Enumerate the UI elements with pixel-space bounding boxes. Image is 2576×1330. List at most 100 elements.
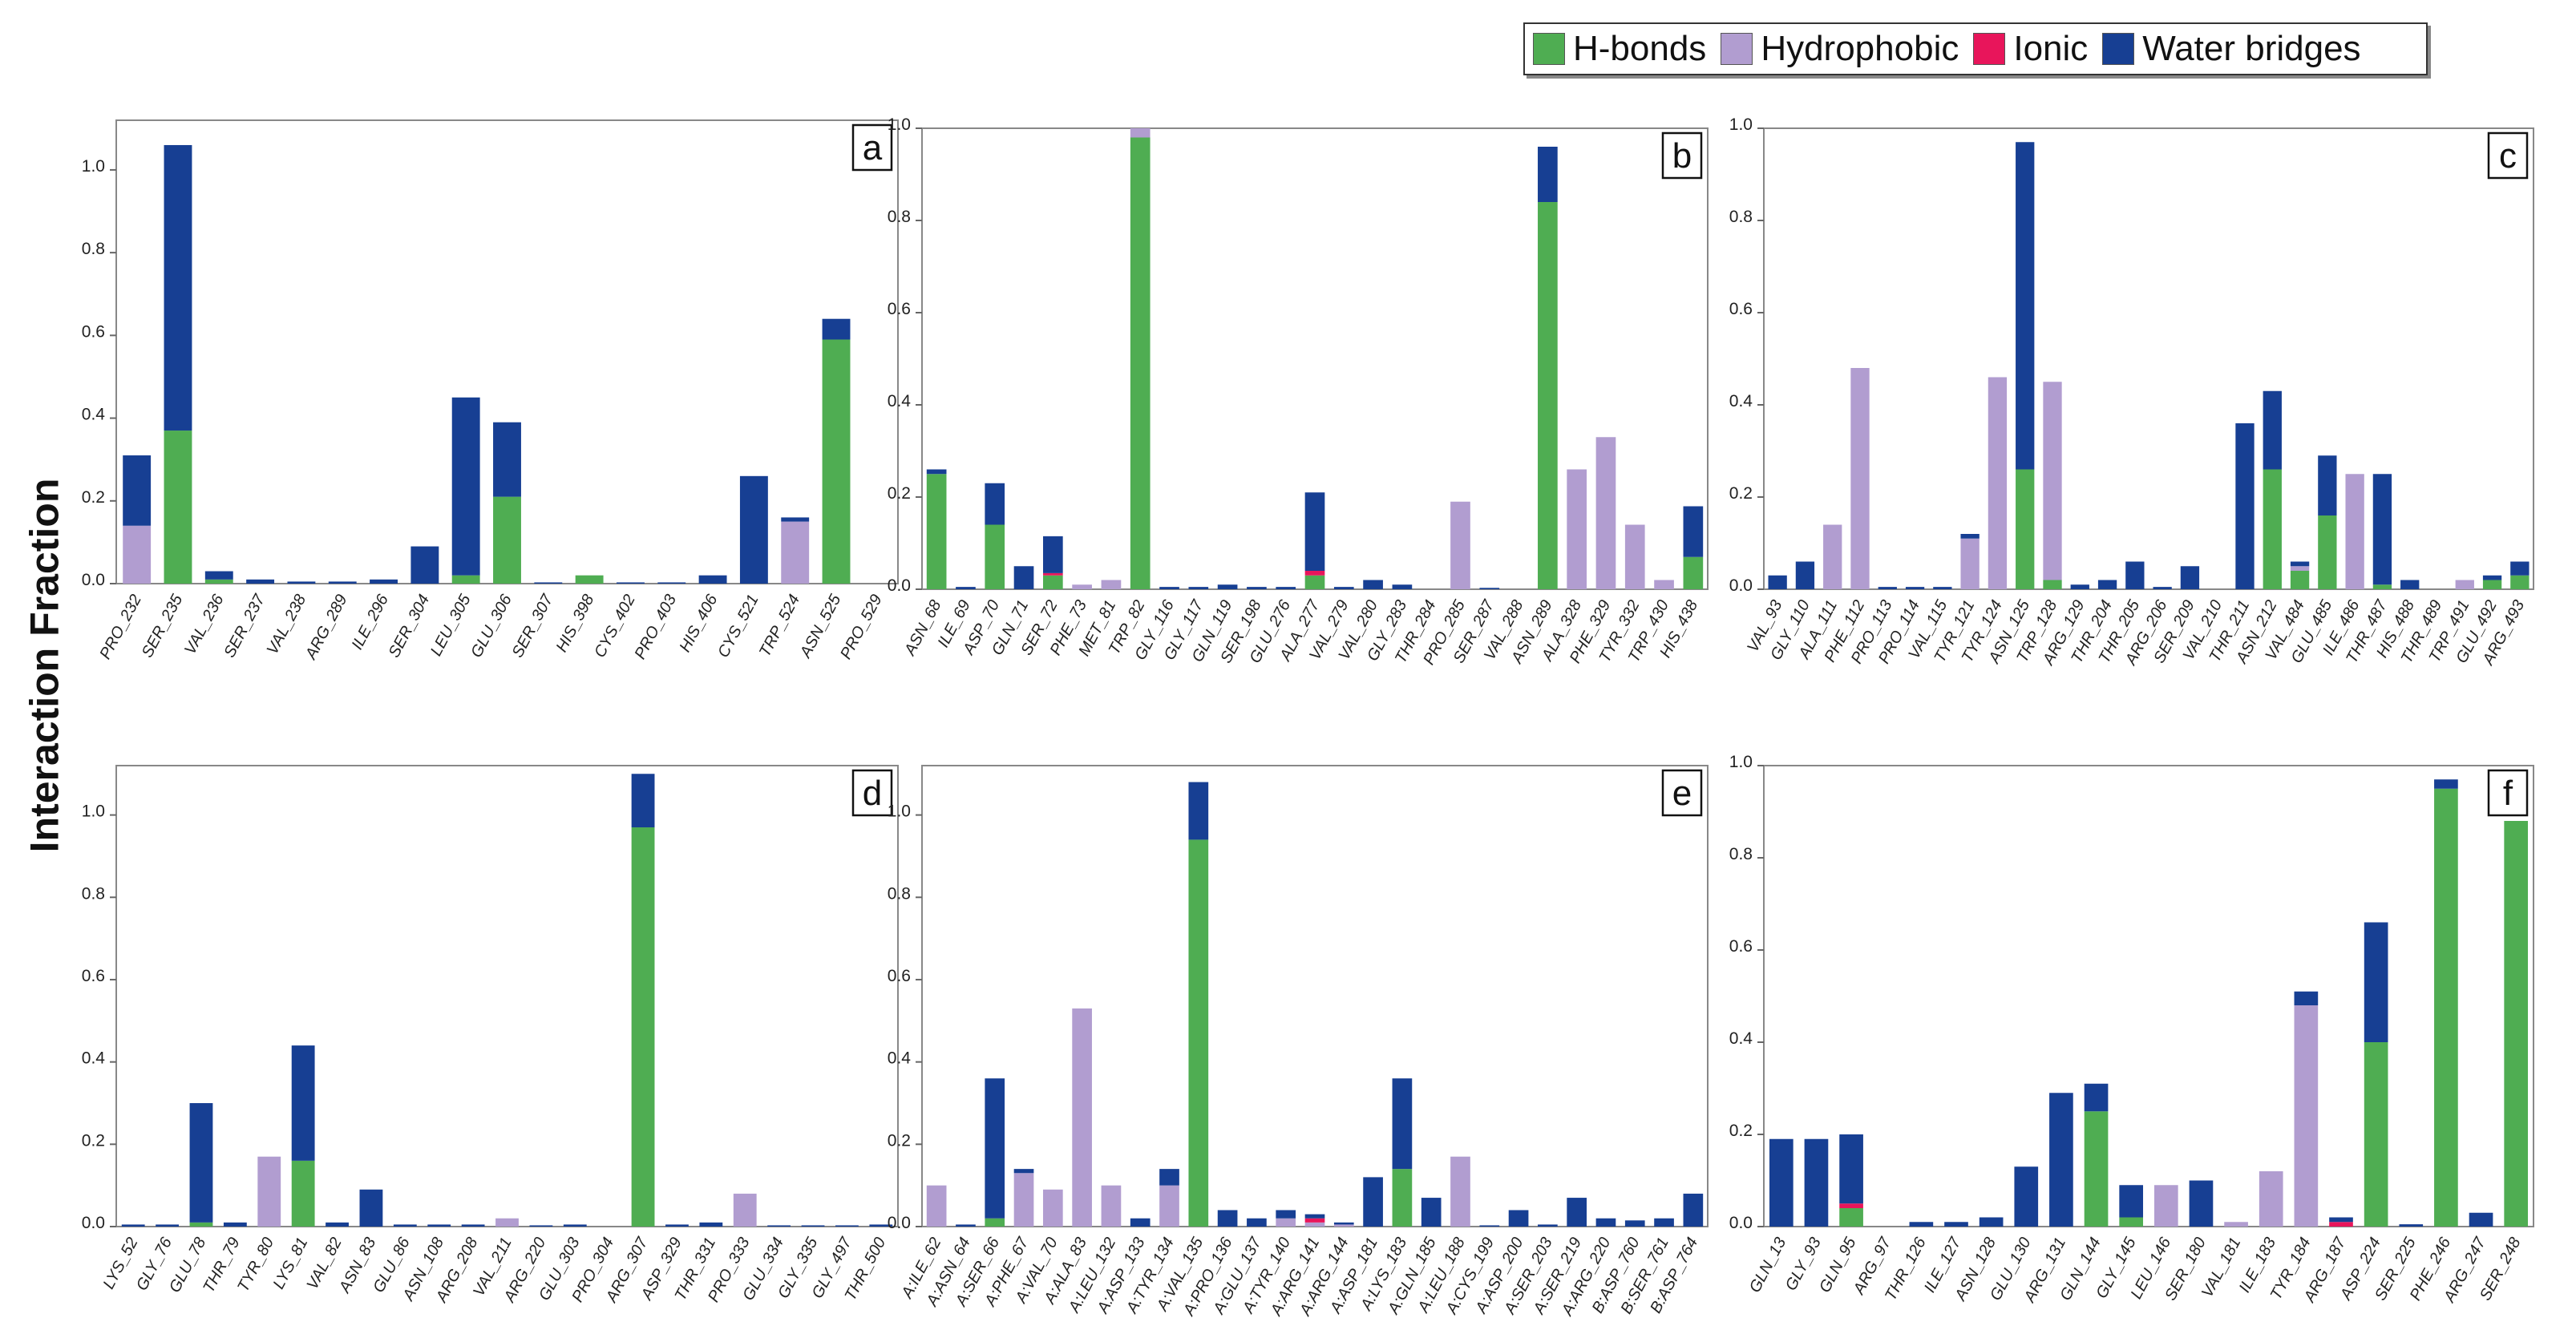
bar-water-bridges: [1188, 782, 1209, 840]
bar-water-bridges: [287, 581, 316, 584]
bar-h-bonds: [2364, 1042, 2388, 1227]
bar-water-bridges: [2189, 1180, 2214, 1227]
bar-water-bridges: [1042, 536, 1063, 573]
bar-hydrophobic: [1450, 1156, 1470, 1227]
bar-water-bridges: [2016, 142, 2035, 470]
bar-h-bonds: [1130, 137, 1151, 589]
bar-water-bridges: [1839, 1134, 1863, 1204]
bar-water-bridges: [427, 1224, 451, 1227]
bar-h-bonds: [2119, 1217, 2144, 1227]
bar-water-bridges: [2235, 423, 2255, 589]
y-tick-label: 1.0: [888, 115, 911, 134]
bar-water-bridges: [451, 397, 480, 576]
bar-hydrophobic: [1823, 524, 1842, 589]
bar-h-bonds: [2482, 580, 2502, 589]
y-tick-label: 0.6: [82, 967, 105, 985]
bar-water-bridges: [1130, 1218, 1151, 1227]
x-tick-label: SER_237: [220, 591, 269, 661]
bar-water-bridges: [1654, 1218, 1674, 1227]
bar-water-bridges: [1333, 587, 1354, 589]
bar-water-bridges: [1979, 1217, 2004, 1227]
bar-water-bridges: [699, 1222, 723, 1227]
bar-h-bonds: [631, 827, 655, 1227]
panel-label-box: [1661, 769, 1703, 817]
y-tick-label: 0.4: [82, 1049, 106, 1068]
legend: H-bonds Hydrophobic Ionic Water bridges: [1523, 22, 2428, 75]
bar-water-bridges: [189, 1102, 213, 1223]
bar-water-bridges: [123, 455, 152, 526]
plot-frame: [1763, 127, 2534, 590]
bar-water-bridges: [1276, 1210, 1296, 1219]
bar-h-bonds: [926, 474, 947, 589]
x-tick-label: CYS_521: [714, 592, 762, 661]
bar-hydrophobic: [1042, 1189, 1063, 1227]
x-tick-label: SER_304: [386, 592, 434, 661]
bar-water-bridges: [1769, 1138, 1793, 1227]
bar-water-bridges: [493, 422, 521, 497]
bar-water-bridges: [2364, 922, 2388, 1042]
y-tick-label: 0.0: [888, 1214, 911, 1232]
bar-water-bridges: [617, 582, 645, 584]
bar-water-bridges: [2125, 561, 2145, 589]
bar-hydrophobic: [1333, 1224, 1354, 1227]
bar-water-bridges: [246, 579, 275, 584]
bar-h-bonds: [2263, 469, 2282, 589]
bar-h-bonds: [2372, 584, 2392, 589]
bar-water-bridges: [1909, 1222, 1934, 1227]
bar-water-bridges: [1595, 1218, 1616, 1227]
bar-water-bridges: [869, 1224, 893, 1227]
x-tick-label: PRO_403: [632, 592, 681, 662]
bar-water-bridges: [781, 517, 810, 522]
bar-water-bridges: [1421, 1198, 1442, 1227]
bar-water-bridges: [1878, 587, 1897, 589]
bar-water-bridges: [698, 575, 727, 584]
bar-h-bonds: [2504, 821, 2529, 1227]
bar-water-bridges: [835, 1225, 859, 1227]
plot-frame: [115, 765, 899, 1227]
bar-h-bonds: [985, 524, 1005, 589]
bar-hydrophobic: [2455, 580, 2474, 589]
panel-f: 0.00.20.40.60.81.0GLN_13GLY_93GLN_95ARG_…: [1729, 753, 2534, 1306]
bar-h-bonds: [2318, 515, 2337, 589]
bar-hydrophobic: [1988, 377, 2008, 589]
bar-hydrophobic: [1013, 1173, 1034, 1227]
bar-water-bridges: [1217, 1210, 1238, 1227]
bar-hydrophobic: [733, 1193, 757, 1227]
bar-water-bridges: [1624, 1220, 1645, 1227]
bar-water-bridges: [1363, 580, 1383, 589]
x-tick-label: PRO_232: [96, 592, 145, 662]
legend-swatch: [2102, 33, 2135, 65]
y-tick-label: 0.6: [888, 967, 911, 985]
legend-swatch: [1533, 33, 1565, 65]
bar-water-bridges: [2400, 580, 2420, 589]
bar-water-bridges: [956, 1224, 976, 1227]
panel-label: f: [2503, 774, 2513, 813]
bar-h-bonds: [451, 575, 480, 584]
bar-water-bridges: [1479, 1225, 1500, 1227]
y-tick-label: 0.0: [82, 571, 105, 589]
bar-hydrophobic: [1567, 469, 1587, 589]
y-tick-label: 0.0: [1729, 576, 1753, 595]
bar-water-bridges: [156, 1224, 179, 1227]
x-tick-label: SER_235: [139, 591, 187, 661]
bar-hydrophobic: [1850, 368, 1870, 589]
bar-water-bridges: [2434, 779, 2458, 789]
bar-water-bridges: [2372, 474, 2392, 585]
bar-water-bridges: [801, 1225, 825, 1227]
bar-water-bridges: [767, 1225, 791, 1227]
bar-water-bridges: [956, 587, 976, 589]
bar-water-bridges: [631, 774, 655, 828]
bar-hydrophobic: [1450, 501, 1470, 589]
panel-label: a: [863, 128, 883, 168]
bar-h-bonds: [2084, 1111, 2109, 1227]
bar-water-bridges: [2153, 587, 2172, 589]
bar-water-bridges: [410, 546, 439, 584]
y-tick-label: 0.2: [1729, 1122, 1753, 1140]
bar-hydrophobic: [1101, 1185, 1122, 1227]
bar-water-bridges: [2318, 455, 2337, 515]
panel-a: 0.00.20.40.60.81.0PRO_232SER_235VAL_236S…: [82, 119, 899, 663]
bar-water-bridges: [1905, 587, 1925, 589]
bar-h-bonds: [1042, 575, 1063, 589]
panel-label-box: [851, 123, 893, 172]
